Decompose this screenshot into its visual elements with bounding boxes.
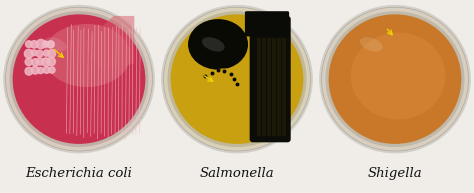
Circle shape <box>31 66 39 74</box>
FancyBboxPatch shape <box>250 16 291 142</box>
Circle shape <box>37 67 44 74</box>
Circle shape <box>36 58 44 65</box>
Ellipse shape <box>3 5 155 153</box>
Circle shape <box>26 41 32 47</box>
Circle shape <box>32 59 39 66</box>
Circle shape <box>25 58 32 66</box>
Circle shape <box>49 67 55 73</box>
Circle shape <box>47 50 55 58</box>
Text: Salmonella: Salmonella <box>200 167 274 180</box>
Circle shape <box>25 67 33 75</box>
Ellipse shape <box>202 37 225 52</box>
Ellipse shape <box>351 32 446 119</box>
Ellipse shape <box>319 5 471 153</box>
Circle shape <box>36 39 46 49</box>
Circle shape <box>30 41 38 48</box>
Ellipse shape <box>161 5 313 153</box>
Ellipse shape <box>44 24 130 87</box>
Circle shape <box>47 41 54 48</box>
Circle shape <box>24 49 33 58</box>
Ellipse shape <box>321 7 468 151</box>
Circle shape <box>36 50 43 57</box>
Circle shape <box>31 50 37 56</box>
Ellipse shape <box>202 68 246 115</box>
Circle shape <box>42 58 50 66</box>
Circle shape <box>43 67 50 73</box>
Ellipse shape <box>326 11 465 147</box>
Text: Shigella: Shigella <box>368 167 422 180</box>
Circle shape <box>42 41 49 47</box>
Ellipse shape <box>167 11 307 147</box>
Ellipse shape <box>164 7 310 151</box>
FancyBboxPatch shape <box>245 11 289 36</box>
Ellipse shape <box>44 37 67 52</box>
Polygon shape <box>82 16 134 71</box>
Ellipse shape <box>171 14 303 144</box>
Ellipse shape <box>9 11 148 147</box>
Ellipse shape <box>328 14 461 144</box>
Ellipse shape <box>188 19 248 70</box>
Ellipse shape <box>6 7 153 151</box>
Circle shape <box>44 50 49 56</box>
Ellipse shape <box>360 37 383 52</box>
Text: Escherichia coli: Escherichia coli <box>26 167 132 180</box>
Circle shape <box>47 57 55 66</box>
Ellipse shape <box>13 14 146 144</box>
